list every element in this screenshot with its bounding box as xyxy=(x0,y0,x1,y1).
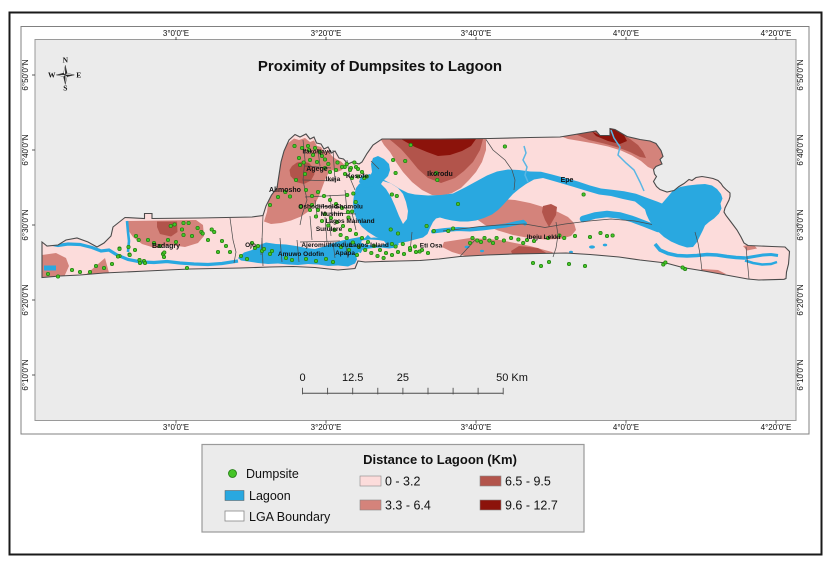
svg-text:Shomolu: Shomolu xyxy=(335,204,363,211)
svg-text:Apapa: Apapa xyxy=(335,250,355,257)
svg-text:6.5 - 9.5: 6.5 - 9.5 xyxy=(505,475,551,489)
svg-text:4°20'0"E: 4°20'0"E xyxy=(761,29,792,38)
svg-text:9.6 - 12.7: 9.6 - 12.7 xyxy=(505,499,558,513)
svg-text:6°20'0"N: 6°20'0"N xyxy=(796,284,805,315)
svg-text:Ikorodu: Ikorodu xyxy=(427,171,453,178)
svg-text:50 Km: 50 Km xyxy=(496,372,528,384)
svg-text:6°40'0"N: 6°40'0"N xyxy=(796,134,805,165)
svg-text:Ibeju Lekki: Ibeju Lekki xyxy=(527,234,561,241)
svg-text:6°30'0"N: 6°30'0"N xyxy=(796,209,805,240)
svg-text:Amuwo Odofin: Amuwo Odofin xyxy=(278,251,324,258)
svg-text:Ifako/Ijaye: Ifako/Ijaye xyxy=(302,150,332,156)
svg-text:Surulere: Surulere xyxy=(316,226,343,233)
svg-text:Epe: Epe xyxy=(561,177,574,184)
svg-text:Dumpsite: Dumpsite xyxy=(246,467,299,481)
svg-text:4°20'0"E: 4°20'0"E xyxy=(761,423,792,432)
svg-text:6°50'0"N: 6°50'0"N xyxy=(21,59,30,90)
svg-text:Oshodi/Isolo: Oshodi/Isolo xyxy=(298,204,337,211)
svg-text:0: 0 xyxy=(299,372,305,384)
svg-text:Lagos Island: Lagos Island xyxy=(349,242,389,249)
svg-text:Eti Osa: Eti Osa xyxy=(420,243,443,250)
svg-text:S: S xyxy=(63,84,67,93)
svg-text:Lagos Mainland: Lagos Mainland xyxy=(325,218,374,225)
svg-text:12.5: 12.5 xyxy=(342,372,363,384)
svg-text:6°20'0"N: 6°20'0"N xyxy=(21,284,30,315)
svg-text:3.3 - 6.4: 3.3 - 6.4 xyxy=(385,499,431,513)
svg-text:Proximity of Dumpsites to Lago: Proximity of Dumpsites to Lagoon xyxy=(258,58,502,75)
svg-text:25: 25 xyxy=(397,372,409,384)
svg-text:3°20'0"E: 3°20'0"E xyxy=(311,423,342,432)
svg-text:Badagry: Badagry xyxy=(152,243,180,250)
svg-text:3°0'0"E: 3°0'0"E xyxy=(163,29,189,38)
svg-text:W: W xyxy=(48,71,56,80)
svg-text:6°10'0"N: 6°10'0"N xyxy=(796,359,805,390)
svg-text:Agege: Agege xyxy=(306,166,328,173)
svg-text:6°10'0"N: 6°10'0"N xyxy=(21,359,30,390)
svg-text:LGA Boundary: LGA Boundary xyxy=(249,510,331,524)
svg-text:3°40'0"E: 3°40'0"E xyxy=(461,29,492,38)
svg-text:N: N xyxy=(63,56,69,65)
svg-text:3°40'0"E: 3°40'0"E xyxy=(461,423,492,432)
svg-text:4°0'0"E: 4°0'0"E xyxy=(613,29,639,38)
svg-text:3°0'0"E: 3°0'0"E xyxy=(163,423,189,432)
svg-text:6°30'0"N: 6°30'0"N xyxy=(21,209,30,240)
svg-text:6°40'0"N: 6°40'0"N xyxy=(21,134,30,165)
svg-text:Ojo: Ojo xyxy=(245,242,256,249)
svg-text:Alimosho: Alimosho xyxy=(269,187,301,194)
svg-text:Lagoon: Lagoon xyxy=(249,489,291,503)
svg-text:Ajeromi/Ifelodun: Ajeromi/Ifelodun xyxy=(301,242,352,249)
svg-text:6°50'0"N: 6°50'0"N xyxy=(796,59,805,90)
svg-text:Ikeja: Ikeja xyxy=(326,176,341,183)
svg-text:0 - 3.2: 0 - 3.2 xyxy=(385,475,420,489)
svg-text:E: E xyxy=(76,71,81,80)
svg-text:Distance to Lagoon (Km): Distance to Lagoon (Km) xyxy=(363,452,517,467)
svg-text:3°20'0"E: 3°20'0"E xyxy=(311,29,342,38)
svg-text:Mushin: Mushin xyxy=(321,211,344,218)
svg-text:Kosofe: Kosofe xyxy=(346,173,368,180)
svg-text:4°0'0"E: 4°0'0"E xyxy=(613,423,639,432)
